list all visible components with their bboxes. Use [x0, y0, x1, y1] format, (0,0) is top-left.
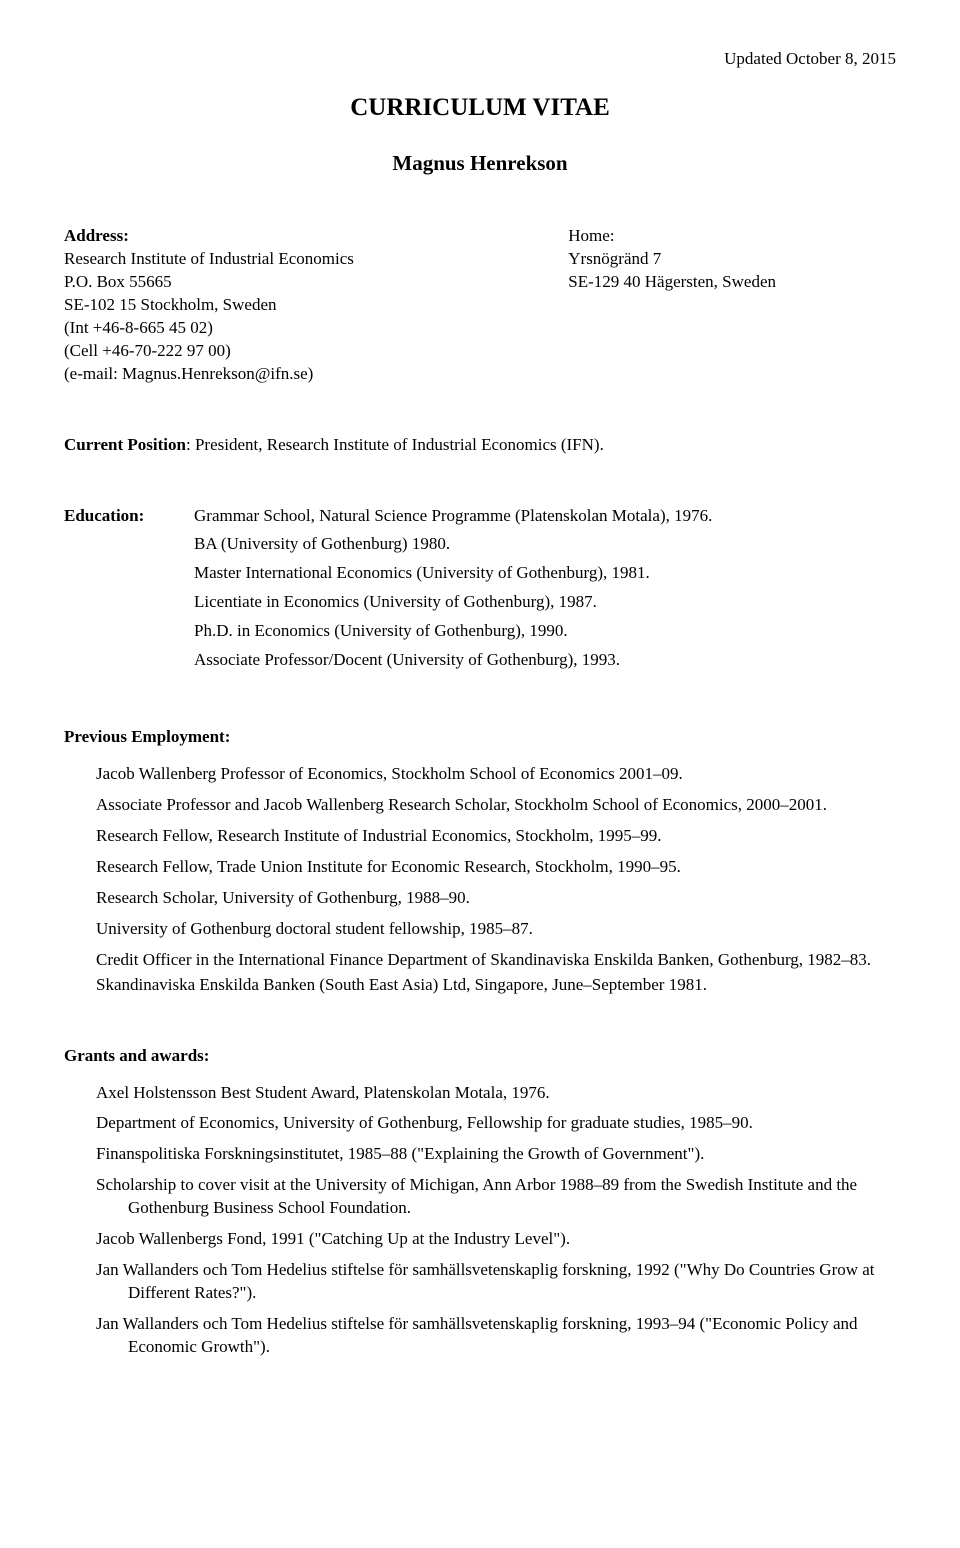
- address-line: SE-129 40 Hägersten, Sweden: [568, 271, 776, 294]
- grant-item: Finanspolitiska Forskningsinstitutet, 19…: [96, 1143, 896, 1166]
- employment-item: Jacob Wallenberg Professor of Economics,…: [96, 763, 896, 786]
- education-item: Ph.D. in Economics (University of Gothen…: [194, 620, 896, 643]
- education-item: Grammar School, Natural Science Programm…: [194, 505, 896, 528]
- grant-item: Jan Wallanders och Tom Hedelius stiftels…: [96, 1313, 896, 1359]
- grant-item: Axel Holstensson Best Student Award, Pla…: [96, 1082, 896, 1105]
- address-block: Address: Research Institute of Industria…: [64, 225, 896, 386]
- address-left: Address: Research Institute of Industria…: [64, 225, 354, 386]
- education-body: Grammar School, Natural Science Programm…: [194, 505, 896, 679]
- cv-title: CURRICULUM VITAE: [64, 91, 896, 125]
- grants-section: Grants and awards: Axel Holstensson Best…: [64, 1045, 896, 1359]
- address-line: (Cell +46-70-222 97 00): [64, 340, 354, 363]
- education-label: Education:: [64, 505, 194, 679]
- employment-item: Research Fellow, Research Institute of I…: [96, 825, 896, 848]
- grant-item: Jan Wallanders och Tom Hedelius stiftels…: [96, 1259, 896, 1305]
- address-line: P.O. Box 55665: [64, 271, 354, 294]
- grant-item: Department of Economics, University of G…: [96, 1112, 896, 1135]
- address-line: (Int +46-8-665 45 02): [64, 317, 354, 340]
- employment-item: Research Scholar, University of Gothenbu…: [96, 887, 896, 910]
- employment-item: Skandinaviska Enskilda Banken (South Eas…: [96, 974, 896, 997]
- updated-date: Updated October 8, 2015: [64, 48, 896, 71]
- previous-employment-section: Previous Employment: Jacob Wallenberg Pr…: [64, 726, 896, 996]
- grant-item: Jacob Wallenbergs Fond, 1991 ("Catching …: [96, 1228, 896, 1251]
- employment-item: Credit Officer in the International Fina…: [96, 949, 896, 972]
- address-line: Research Institute of Industrial Economi…: [64, 248, 354, 271]
- address-right: Home: Yrsnögränd 7 SE-129 40 Hägersten, …: [568, 225, 896, 386]
- education-item: Master International Economics (Universi…: [194, 562, 896, 585]
- education-label-text: Education: [64, 506, 139, 525]
- education-item: Licentiate in Economics (University of G…: [194, 591, 896, 614]
- current-position-label: Current Position: [64, 435, 186, 454]
- previous-employment-header: Previous Employment:: [64, 726, 896, 749]
- grant-item: Scholarship to cover visit at the Univer…: [96, 1174, 896, 1220]
- address-line: (e-mail: Magnus.Henrekson@ifn.se): [64, 363, 354, 386]
- grants-list: Axel Holstensson Best Student Award, Pla…: [64, 1082, 896, 1359]
- person-name: Magnus Henrekson: [64, 149, 896, 177]
- home-label: Home:: [568, 225, 776, 248]
- education-item: Associate Professor/Docent (University o…: [194, 649, 896, 672]
- grants-header: Grants and awards:: [64, 1045, 896, 1068]
- employment-item: Associate Professor and Jacob Wallenberg…: [96, 794, 896, 817]
- current-position-text: : President, Research Institute of Indus…: [186, 435, 604, 454]
- address-line: SE-102 15 Stockholm, Sweden: [64, 294, 354, 317]
- address-label: Address:: [64, 225, 354, 248]
- education-block: Education: Grammar School, Natural Scien…: [64, 505, 896, 679]
- previous-employment-list: Jacob Wallenberg Professor of Economics,…: [64, 763, 896, 997]
- current-position: Current Position: President, Research In…: [64, 434, 896, 457]
- education-colon: :: [139, 506, 145, 525]
- education-item: BA (University of Gothenburg) 1980.: [194, 533, 896, 556]
- employment-item: University of Gothenburg doctoral studen…: [96, 918, 896, 941]
- employment-item: Research Fellow, Trade Union Institute f…: [96, 856, 896, 879]
- address-line: Yrsnögränd 7: [568, 248, 776, 271]
